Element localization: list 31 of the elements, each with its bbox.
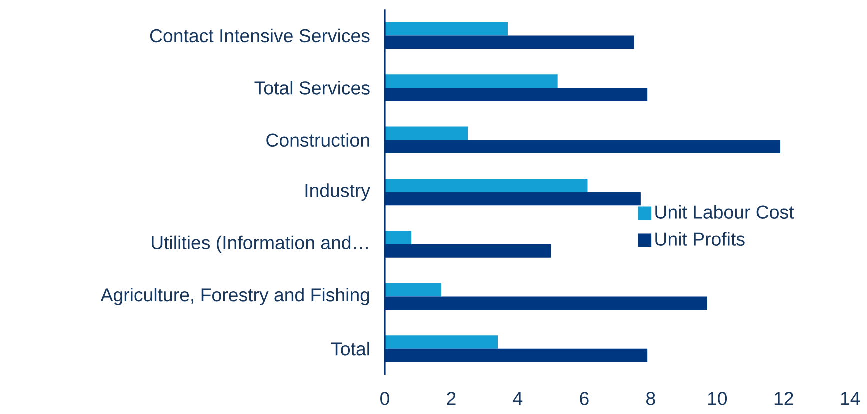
bar: [385, 283, 442, 297]
x-tick-label: 14: [841, 392, 860, 405]
bar: [385, 36, 634, 50]
bar: [385, 22, 508, 36]
bar: [385, 348, 648, 362]
bar: [385, 231, 412, 245]
bar: [385, 126, 468, 140]
bar: [385, 88, 648, 102]
bar: [385, 140, 781, 154]
y-tick-label: Contact Intensive Services: [150, 28, 370, 43]
y-tick-label: Industry: [306, 184, 370, 202]
y-tick-label: Agriculture, Forestry and Fishing: [100, 288, 370, 306]
bar: [385, 296, 708, 310]
x-tick-label: 8: [646, 392, 656, 406]
x-tick-label: 10: [708, 392, 728, 406]
x-tick-label: 0: [380, 392, 390, 406]
bar: [385, 74, 558, 88]
x-tick-label: 6: [580, 392, 589, 406]
legend-label: Unit Labour Cost: [656, 205, 794, 219]
y-tick-label: Utilities (Information and…: [152, 236, 368, 254]
bar: [385, 192, 641, 206]
bar: [385, 179, 588, 192]
x-tick-label: 4: [513, 392, 523, 405]
x-tick-label: 2: [447, 392, 456, 406]
y-tick-label: Construction: [266, 133, 370, 148]
bar: [385, 244, 552, 258]
legend-label: Unit Profits: [656, 232, 745, 246]
bar: [385, 336, 498, 349]
y-tick-label: Total: [332, 342, 370, 356]
x-tick-label: 12: [774, 392, 794, 406]
y-tick-label: Total Services: [254, 81, 370, 95]
